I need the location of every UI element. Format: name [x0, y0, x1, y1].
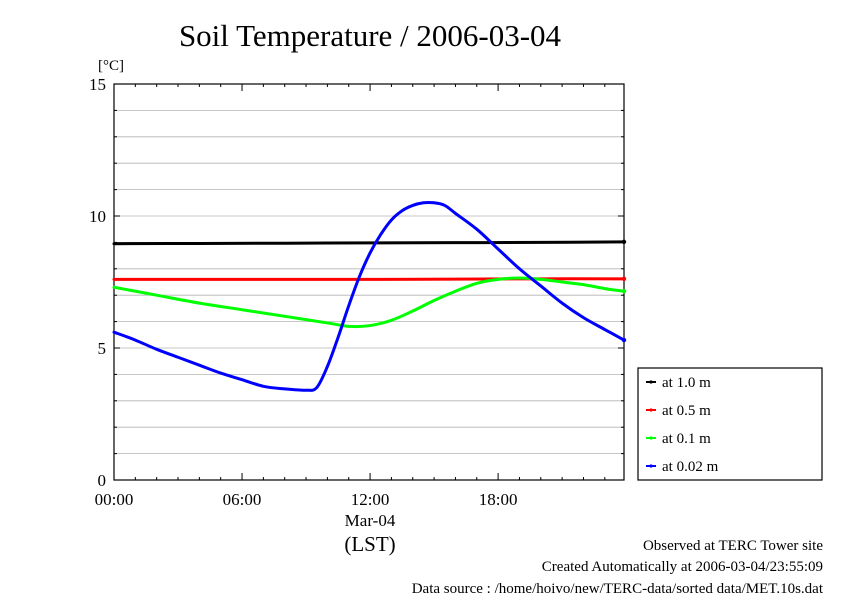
- x-axis-title: (LST): [344, 532, 395, 556]
- y-tick-label: 10: [89, 207, 106, 226]
- series-end-point: [621, 289, 627, 294]
- legend-label: at 1.0 m: [662, 375, 711, 391]
- legend-marker: [649, 464, 653, 468]
- y-tick-label: 5: [98, 339, 107, 358]
- axis-ticks: 0 5 10 15 00:00 06:00 12:00 18:00: [89, 75, 624, 509]
- footer-source: Data source : /home/hoivo/new/TERC-data/…: [412, 581, 824, 595]
- legend-marker: [649, 436, 653, 440]
- x-tick-label: 18:00: [479, 490, 518, 509]
- x-tick-label: 06:00: [223, 490, 262, 509]
- grid-lines: [114, 110, 624, 455]
- y-axis-unit-label: [°C]: [98, 58, 124, 74]
- data-series: [112, 200, 627, 392]
- footer-site: Observed at TERC Tower site: [643, 538, 823, 554]
- plot-frame: [113, 83, 625, 481]
- legend-label: at 0.02 m: [662, 459, 719, 475]
- series-end-point: [621, 276, 627, 282]
- series-line-at-1-0-m: [112, 240, 626, 246]
- series-end-point: [621, 239, 627, 245]
- chart-title: Soil Temperature / 2006-03-04: [179, 18, 562, 53]
- x-axis-date-label: Mar-04: [345, 511, 396, 530]
- legend-box: [637, 367, 823, 481]
- legend-marker: [649, 408, 653, 412]
- footer-created: Created Automatically at 2006-03-04/23:5…: [542, 559, 823, 575]
- legend-marker: [649, 380, 653, 384]
- series-line-at-0-1-m: [112, 276, 626, 329]
- y-tick-label: 15: [89, 75, 106, 94]
- x-tick-label: 00:00: [95, 490, 134, 509]
- legend-label: at 0.5 m: [662, 403, 711, 419]
- legend-label: at 0.1 m: [662, 431, 711, 447]
- y-tick-label: 0: [98, 471, 107, 490]
- legend: at 1.0 m at 0.5 m at 0.1 m at 0.02 m: [646, 375, 719, 475]
- series-end-point: [621, 337, 627, 343]
- series-line-at-0-02-m: [112, 200, 626, 392]
- x-tick-label: 12:00: [351, 490, 390, 509]
